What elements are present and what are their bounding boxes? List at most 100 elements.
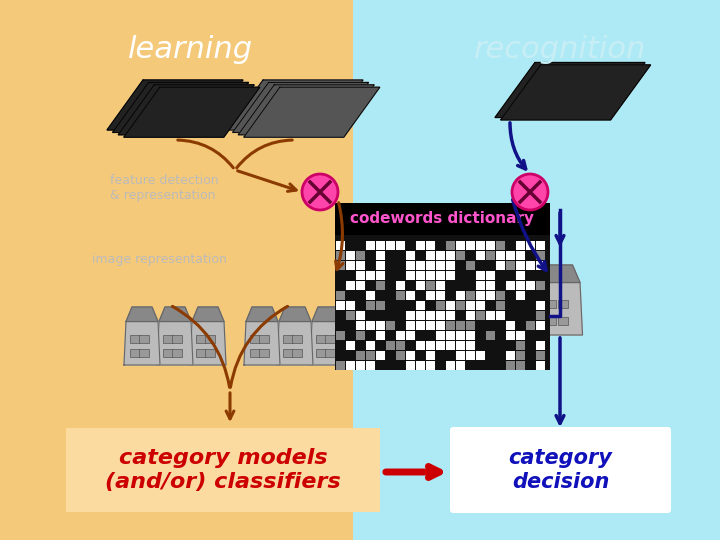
Bar [415,271,425,280]
Bar [557,300,567,307]
Bar [356,330,364,340]
Bar [336,240,344,249]
Bar [475,240,485,249]
Bar [356,361,364,369]
Bar [205,335,215,343]
Bar [536,310,544,320]
Bar [495,260,505,269]
Bar [446,341,454,349]
Bar [536,321,544,329]
Polygon shape [495,63,645,118]
Bar [356,350,364,360]
Bar [475,291,485,300]
Bar [336,251,344,260]
Bar [466,350,474,360]
Bar [436,271,444,280]
Bar [385,240,395,249]
Bar [376,350,384,360]
Bar [356,310,364,320]
Bar [516,260,524,269]
Bar [505,361,515,369]
Bar [130,335,140,343]
Bar [395,341,405,349]
Bar [536,350,544,360]
Bar [405,361,415,369]
Polygon shape [126,307,158,321]
Bar [536,341,544,349]
Bar [485,240,495,249]
Polygon shape [124,87,260,137]
Bar [446,310,454,320]
Bar [446,300,454,309]
Polygon shape [310,321,346,365]
Text: learning: learning [127,36,253,64]
Bar [436,251,444,260]
Bar [475,271,485,280]
Bar [536,300,544,309]
Bar [405,260,415,269]
Bar [415,260,425,269]
Bar [356,280,364,289]
Polygon shape [118,85,254,135]
Bar [495,300,505,309]
Bar [139,335,149,343]
Bar [130,349,140,357]
Bar [446,240,454,249]
Bar [283,335,293,343]
Bar [466,260,474,269]
Bar [325,335,335,343]
Bar [196,349,206,357]
Polygon shape [244,321,280,365]
Bar [495,310,505,320]
Bar [356,251,364,260]
Bar [475,310,485,320]
Bar [536,280,544,289]
Bar [405,251,415,260]
Bar [415,361,425,369]
Polygon shape [190,321,226,365]
Bar [456,361,464,369]
Bar [546,317,556,325]
Bar [316,335,325,343]
Text: feature detection
& representation: feature detection & representation [110,174,219,202]
Text: codewords dictionary: codewords dictionary [350,212,534,226]
Polygon shape [540,265,580,282]
Bar [536,260,544,269]
Bar [366,300,374,309]
Bar [456,291,464,300]
Text: image representation: image representation [92,253,227,267]
Bar [426,280,434,289]
Bar [446,260,454,269]
Polygon shape [312,307,344,321]
Bar [436,260,444,269]
Polygon shape [107,80,243,130]
Bar [172,349,182,357]
Bar [366,271,374,280]
Bar [475,350,485,360]
Bar [415,321,425,329]
Bar [336,291,344,300]
Bar [505,330,515,340]
Bar [536,361,544,369]
Polygon shape [500,65,651,120]
Bar [426,251,434,260]
Bar [346,310,354,320]
Bar [0,0,353,540]
Bar [366,361,374,369]
Bar [335,235,550,370]
Bar [356,321,364,329]
Bar [376,240,384,249]
Bar [436,310,444,320]
Bar [366,321,374,329]
Bar [426,240,434,249]
Bar [366,291,374,300]
Bar [376,271,384,280]
Bar [485,251,495,260]
Bar [405,330,415,340]
Bar [505,350,515,360]
Bar [426,321,434,329]
Bar [415,280,425,289]
Bar [283,349,293,357]
Bar [466,310,474,320]
Bar [426,350,434,360]
